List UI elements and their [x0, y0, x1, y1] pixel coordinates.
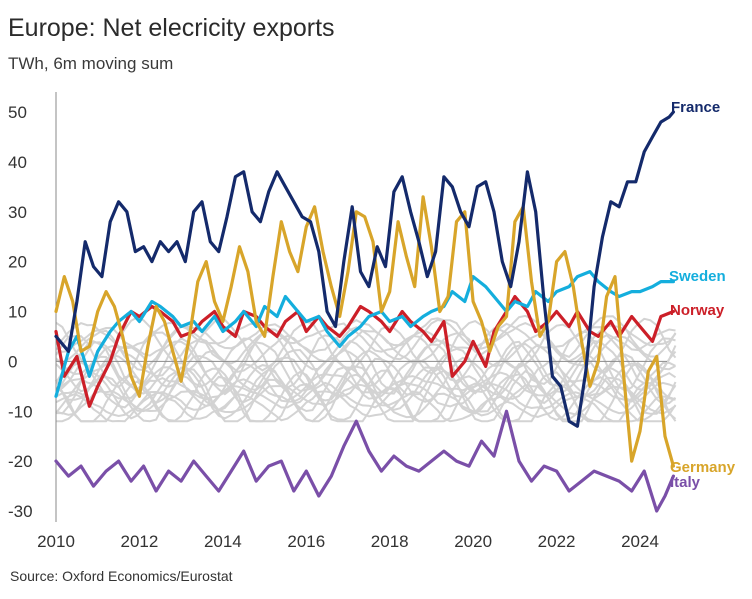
x-tick-label: 2024	[621, 532, 659, 551]
series-label-sweden: Sweden	[669, 268, 726, 285]
y-tick-label: -10	[8, 402, 33, 421]
x-tick-label: 2020	[454, 532, 492, 551]
background-series-line	[55, 353, 676, 409]
y-tick-label: 40	[8, 153, 27, 172]
background-series-group	[55, 314, 677, 423]
background-series-line	[55, 317, 677, 363]
series-line-italy	[54, 409, 676, 513]
x-tick-labels: 2010 2012 2014 2016 2018 2020 2022 2024	[37, 532, 659, 551]
series-line-germany	[54, 195, 676, 468]
y-tick-label: 10	[8, 303, 27, 322]
x-tick-label: 2022	[538, 532, 576, 551]
background-series-line	[55, 316, 677, 375]
y-tick-label: 0	[8, 352, 17, 371]
series-label-norway: Norway	[670, 302, 725, 319]
y-tick-label: 20	[8, 253, 27, 272]
background-series-line	[55, 361, 677, 423]
background-series-line	[55, 364, 677, 422]
y-tick-label: -30	[8, 502, 33, 521]
x-tick-label: 2010	[37, 532, 75, 551]
x-tick-label: 2018	[371, 532, 409, 551]
series-label-italy: Italy	[670, 474, 701, 491]
x-tick-label: 2012	[121, 532, 159, 551]
background-series-line	[55, 314, 677, 372]
x-tick-label: 2016	[287, 532, 325, 551]
chart-subtitle: TWh, 6m moving sum	[8, 54, 173, 73]
y-tick-label: -20	[8, 452, 33, 471]
chart-title: Europe: Net elecricity exports	[8, 14, 335, 42]
source-note: Source: Oxford Economics/Eurostat	[10, 568, 233, 584]
series-lines	[54, 110, 676, 513]
series-label-france: France	[671, 99, 720, 116]
background-series-line	[55, 321, 676, 353]
y-tick-label: 30	[8, 203, 27, 222]
x-tick-label: 2014	[204, 532, 242, 551]
background-series-line	[55, 355, 677, 423]
series-line-france	[54, 110, 676, 428]
y-tick-labels: 50 40 30 20 10 0 -10 -20 -30	[8, 103, 33, 521]
series-line-sweden	[54, 270, 676, 398]
series-label-germany: Germany	[670, 459, 736, 476]
y-tick-label: 50	[8, 103, 27, 122]
